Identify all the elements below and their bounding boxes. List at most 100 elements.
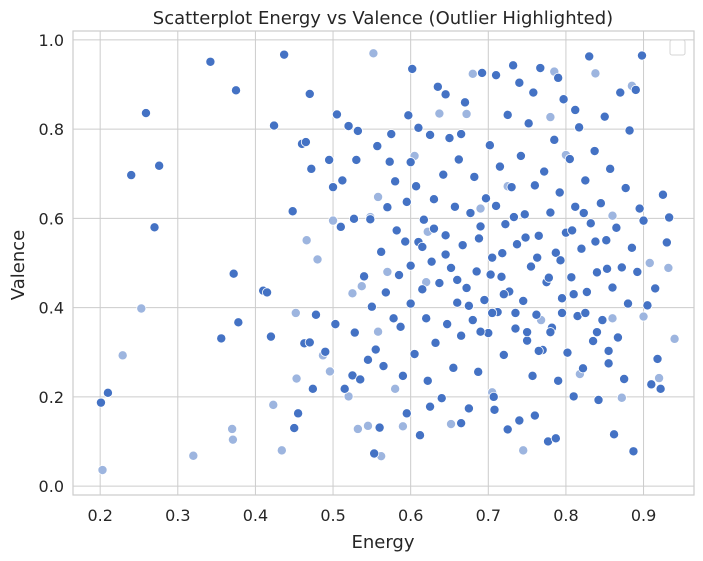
data-point (603, 345, 614, 356)
data-point (494, 161, 505, 172)
data-point (444, 133, 455, 144)
data-point (265, 331, 276, 342)
data-point (591, 327, 602, 338)
outlier-point (188, 450, 199, 461)
data-point (405, 298, 416, 309)
y-tick-label: 0.8 (39, 120, 64, 139)
data-point (557, 293, 568, 304)
data-point (522, 327, 533, 338)
data-point (473, 233, 484, 244)
data-point (428, 194, 439, 205)
data-point (609, 429, 620, 440)
data-point (456, 418, 467, 429)
data-point (519, 209, 530, 220)
scatter-points (95, 48, 680, 476)
x-axis-label: Energy (351, 532, 414, 553)
data-point (382, 202, 393, 213)
data-point (539, 166, 550, 177)
plot-area (73, 31, 694, 495)
data-point (289, 423, 300, 434)
data-point (337, 175, 348, 186)
data-point (642, 300, 653, 311)
x-tick-label: 0.3 (165, 506, 190, 525)
data-point (233, 317, 244, 328)
data-point (570, 104, 581, 115)
outlier-point (663, 262, 674, 273)
data-point (339, 383, 350, 394)
plot-frame (72, 30, 695, 496)
data-point (500, 219, 511, 230)
data-point (394, 270, 405, 281)
data-point (328, 182, 339, 193)
data-point (231, 85, 242, 96)
data-point (405, 260, 416, 271)
data-point (607, 282, 618, 293)
data-point (216, 333, 227, 344)
outlier-point (654, 373, 665, 384)
data-point (366, 301, 377, 312)
outlier-point (227, 434, 238, 445)
grid-lines (73, 31, 694, 495)
data-point (591, 267, 602, 278)
data-point (555, 255, 566, 266)
data-point (457, 240, 468, 251)
data-point (349, 327, 360, 338)
outlier-point (616, 392, 627, 403)
data-point (595, 198, 606, 209)
outlier-point (638, 311, 649, 322)
data-point (446, 262, 457, 273)
data-point (418, 214, 429, 225)
data-point (460, 97, 471, 108)
outlier-point (117, 350, 128, 361)
data-point (602, 263, 613, 274)
data-point (522, 335, 533, 346)
data-point (374, 422, 385, 433)
data-point (465, 208, 476, 219)
outlier-point (446, 419, 457, 430)
data-point (448, 362, 459, 373)
outlier-point (475, 203, 486, 214)
data-point (304, 88, 315, 99)
data-point (359, 271, 370, 282)
outlier-point (669, 333, 680, 344)
data-point (554, 187, 565, 198)
data-point (384, 156, 395, 167)
outlier-point (368, 48, 379, 59)
outlier-point (362, 420, 373, 431)
data-point (634, 203, 645, 214)
data-point (436, 393, 447, 404)
data-point (615, 87, 626, 98)
data-point (638, 215, 649, 226)
data-point (597, 315, 608, 326)
data-point (590, 236, 601, 247)
data-point (126, 170, 137, 181)
outlier-point (356, 281, 367, 292)
data-point (549, 134, 560, 145)
data-point (533, 230, 544, 241)
data-point (453, 154, 464, 165)
x-tick-label: 0.6 (398, 506, 423, 525)
data-point (330, 319, 341, 330)
data-point (488, 391, 499, 402)
data-point (599, 111, 610, 122)
outlier-point (382, 266, 393, 277)
data-point (578, 363, 589, 374)
data-point (154, 160, 165, 171)
data-point (149, 222, 160, 233)
data-point (378, 361, 389, 372)
data-point (589, 146, 600, 157)
data-point (390, 176, 401, 187)
data-point (655, 383, 666, 394)
data-point (456, 330, 467, 341)
data-point (496, 271, 507, 282)
data-point (528, 87, 539, 98)
data-point (578, 208, 589, 219)
outlier-point (397, 421, 408, 432)
data-point (440, 230, 451, 241)
data-point (403, 110, 414, 121)
data-point (467, 315, 478, 326)
outlier-point (276, 445, 287, 456)
data-point (568, 391, 579, 402)
data-point (553, 72, 564, 83)
data-point (440, 249, 451, 260)
